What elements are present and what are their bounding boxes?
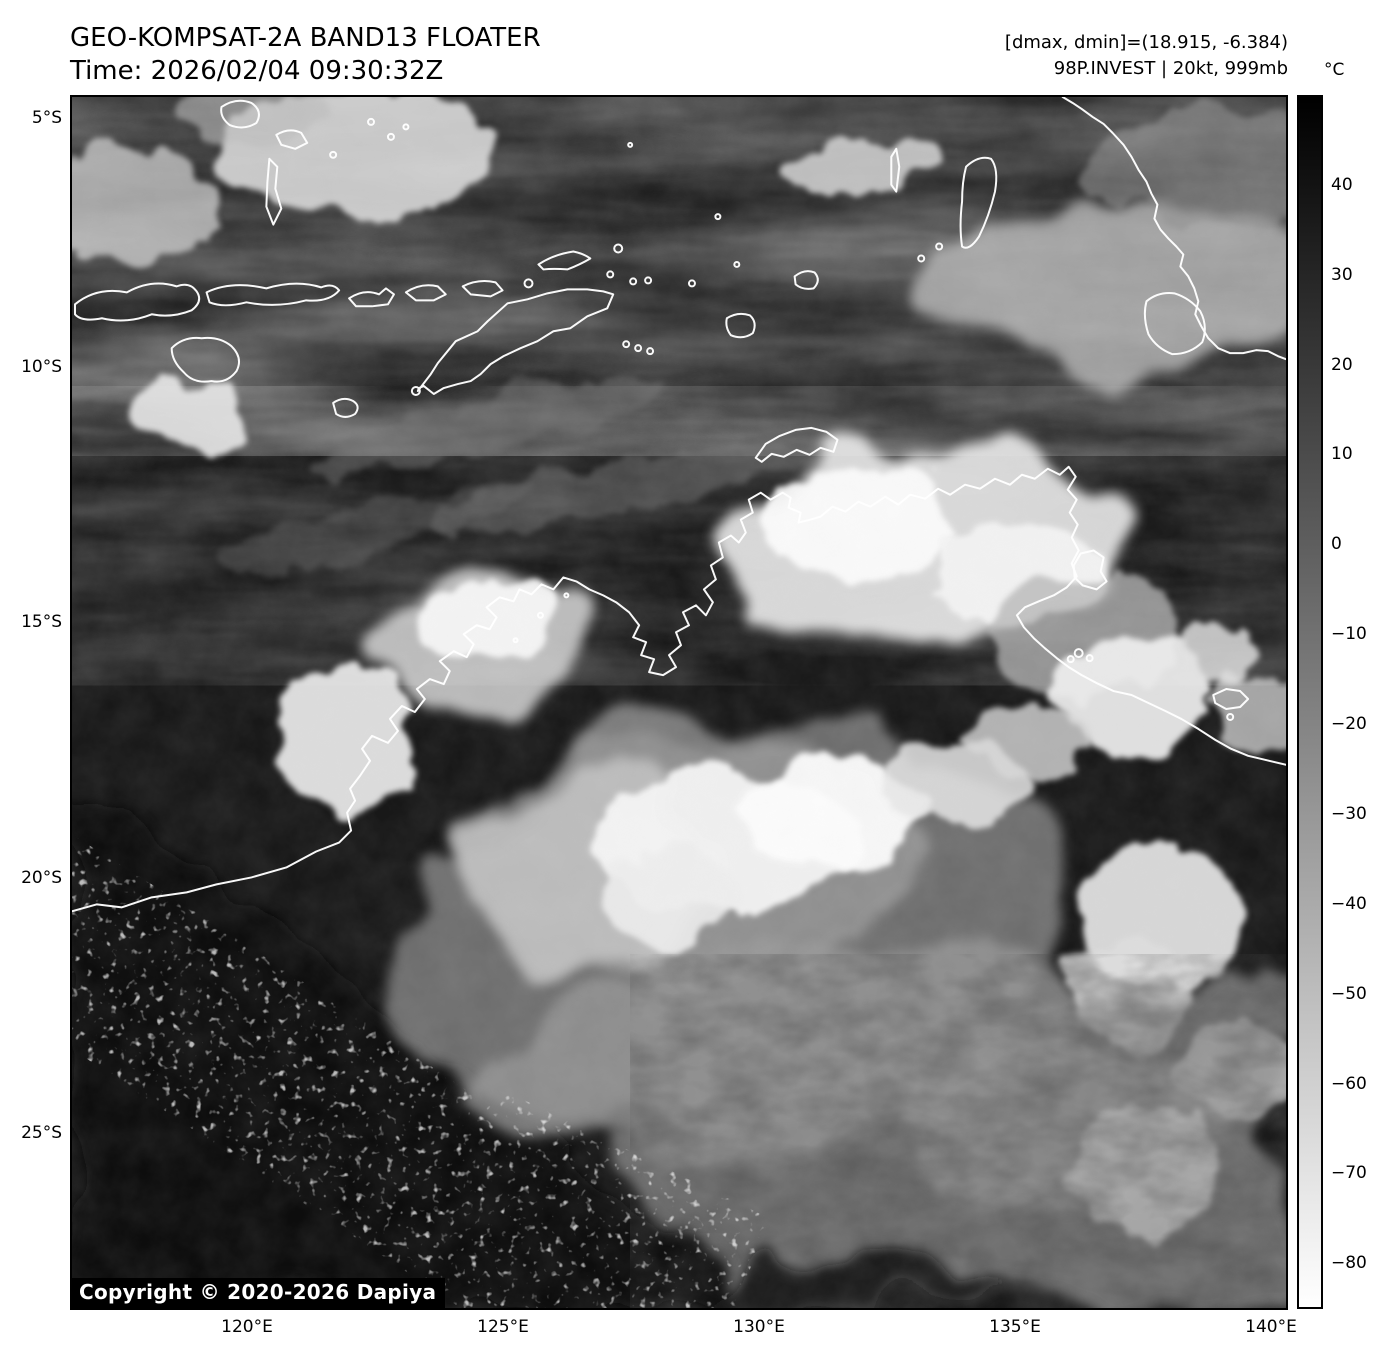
colorbar-tick: −10 <box>1331 624 1367 644</box>
page-title: GEO-KOMPSAT-2A BAND13 FLOATER <box>70 23 541 53</box>
coastline-australia <box>72 465 1286 913</box>
colorbar-tick: 0 <box>1331 534 1342 554</box>
colorbar-tick: −30 <box>1331 804 1367 824</box>
lat-tick-label: 15°S <box>21 612 62 632</box>
colorbar-tick: 20 <box>1331 355 1353 375</box>
lat-tick-label: 10°S <box>21 357 62 377</box>
colorbar-unit-label: °C <box>1324 60 1345 80</box>
coastline-tanimbar <box>959 156 998 249</box>
storm-info-label: 98P.INVEST | 20kt, 999mb <box>1053 58 1288 79</box>
colorbar <box>1297 95 1323 1309</box>
coastline-groote <box>1072 549 1108 591</box>
image-grain <box>72 97 1286 1308</box>
colorbar-tick: −80 <box>1331 1253 1367 1273</box>
colorbar-tick: −20 <box>1331 714 1367 734</box>
coastline-new-guinea <box>1061 97 1286 361</box>
copyright-badge: Copyright © 2020-2026 Dapiya <box>72 1278 446 1308</box>
lon-tick-label: 140°E <box>1245 1317 1297 1337</box>
colorbar-tick: −70 <box>1331 1163 1367 1183</box>
coastline-dolak <box>1143 292 1206 356</box>
lon-tick-label: 120°E <box>221 1317 273 1337</box>
lat-tick-label: 5°S <box>31 108 62 128</box>
coastline-timor <box>416 288 615 396</box>
colorbar-tick: −60 <box>1331 1074 1367 1094</box>
lon-tick-label: 125°E <box>477 1317 529 1337</box>
coastlines <box>72 97 1286 913</box>
lat-tick-label: 25°S <box>21 1123 62 1143</box>
coastline-sumba <box>170 336 241 383</box>
satellite-map: Copyright © 2020-2026 Dapiya <box>70 95 1288 1310</box>
title-block: GEO-KOMPSAT-2A BAND13 FLOATER Time: 2026… <box>70 22 541 88</box>
annotation-block: [dmax, dmin]=(18.915, -6.384) 98P.INVEST… <box>1005 30 1288 82</box>
dmax-dmin-label: [dmax, dmin]=(18.915, -6.384) <box>1004 32 1288 53</box>
coastline-mornington <box>1212 688 1250 710</box>
lon-tick-label: 135°E <box>989 1317 1041 1337</box>
colorbar-tick: 40 <box>1331 175 1353 195</box>
coastline-tiwi <box>754 426 839 463</box>
lat-tick-label: 20°S <box>21 868 62 888</box>
colorbar-tick: −40 <box>1331 894 1367 914</box>
satellite-imagery <box>72 97 1286 1308</box>
colorbar-tick: −50 <box>1331 984 1367 1004</box>
colorbar-tick: 30 <box>1331 265 1353 285</box>
timestamp: Time: 2026/02/04 09:30:32Z <box>70 56 444 86</box>
lon-tick-label: 130°E <box>733 1317 785 1337</box>
colorbar-tick: 10 <box>1331 444 1353 464</box>
